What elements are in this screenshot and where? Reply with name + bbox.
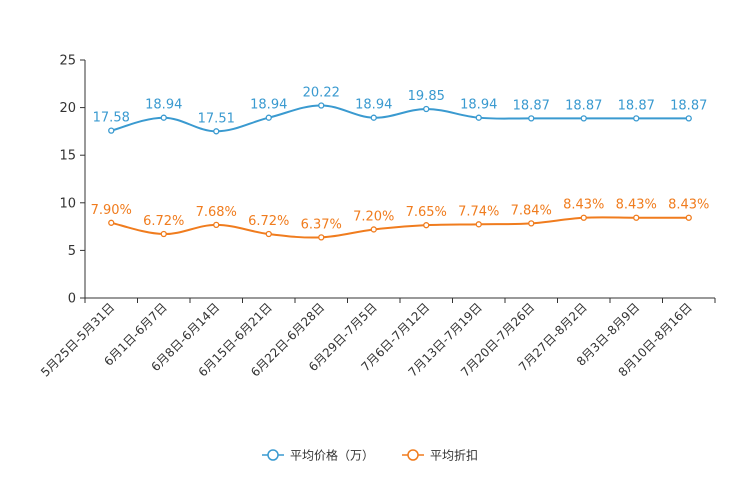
data-point[interactable]: [160, 230, 167, 238]
data-label: 6.72%: [248, 214, 289, 229]
data-label: 18.94: [355, 98, 392, 113]
data-label: 6.37%: [301, 217, 342, 232]
data-point[interactable]: [528, 220, 535, 227]
series-line: [110, 104, 689, 133]
data-point[interactable]: [318, 102, 325, 109]
data-point[interactable]: [160, 114, 167, 121]
data-label: 20.22: [303, 86, 340, 101]
data-point[interactable]: [580, 115, 587, 122]
legend-label: 平均价格（万）: [290, 448, 374, 463]
data-point[interactable]: [423, 222, 430, 229]
data-label: 19.85: [408, 89, 445, 104]
data-point[interactable]: [108, 127, 115, 134]
y-tick-label: 5: [68, 244, 76, 259]
data-label: 18.87: [513, 98, 550, 113]
data-point[interactable]: [265, 114, 272, 121]
data-label: 7.20%: [353, 209, 394, 224]
data-point[interactable]: [370, 226, 377, 233]
data-point[interactable]: [213, 128, 220, 135]
y-tick-label: 25: [59, 54, 76, 69]
data-label: 8.43%: [616, 198, 657, 213]
data-label: 17.51: [198, 111, 235, 126]
data-label: 7.74%: [458, 204, 499, 219]
series-1: [108, 102, 692, 135]
legend-item-1[interactable]: 平均价格（万）: [262, 448, 374, 463]
data-label: 6.72%: [143, 214, 184, 229]
data-label: 7.65%: [406, 205, 447, 220]
series-line: [111, 216, 689, 239]
data-point[interactable]: [423, 105, 430, 113]
data-label: 18.94: [145, 98, 182, 113]
data-point[interactable]: [108, 219, 115, 226]
data-label: 7.68%: [196, 205, 237, 220]
data-label: 18.87: [670, 98, 707, 113]
data-point[interactable]: [475, 221, 482, 228]
data-labels: 17.58 18.94 17.51 18.94 20.22 18.94 19.85 18.94…: [91, 86, 710, 233]
data-point[interactable]: [265, 230, 272, 238]
series-layer: [108, 102, 692, 241]
data-label: 8.43%: [668, 198, 709, 213]
y-tick-label: 0: [68, 292, 76, 307]
legend-swatch-marker: [267, 449, 279, 461]
legend[interactable]: 平均价格（万） 平均折扣: [262, 448, 478, 463]
data-label: 18.94: [460, 98, 497, 113]
data-label: 8.43%: [563, 198, 604, 213]
y-tick-label: 10: [59, 196, 76, 211]
y-tick-label: 20: [59, 101, 76, 116]
legend-label: 平均折扣: [430, 448, 478, 463]
legend-swatch-marker: [407, 449, 419, 461]
data-label: 7.90%: [91, 203, 132, 218]
data-point[interactable]: [580, 214, 587, 221]
data-label: 18.87: [565, 98, 602, 113]
legend-item-2[interactable]: 平均折扣: [402, 448, 478, 463]
data-point[interactable]: [318, 234, 325, 241]
data-label: 18.94: [250, 98, 287, 113]
data-point[interactable]: [370, 114, 377, 121]
x-tick-label: 5月25日-5月31日: [38, 300, 117, 379]
data-label: 17.58: [93, 111, 130, 126]
data-point[interactable]: [685, 214, 692, 221]
data-point[interactable]: [213, 221, 220, 229]
y-tick-label: 15: [59, 149, 76, 164]
data-point[interactable]: [633, 115, 640, 122]
series-2: [108, 214, 692, 241]
data-point[interactable]: [633, 214, 640, 221]
data-point[interactable]: [685, 115, 692, 122]
data-label: 7.84%: [511, 203, 552, 218]
data-point[interactable]: [528, 115, 535, 122]
data-label: 18.87: [618, 98, 655, 113]
data-point[interactable]: [475, 114, 482, 121]
